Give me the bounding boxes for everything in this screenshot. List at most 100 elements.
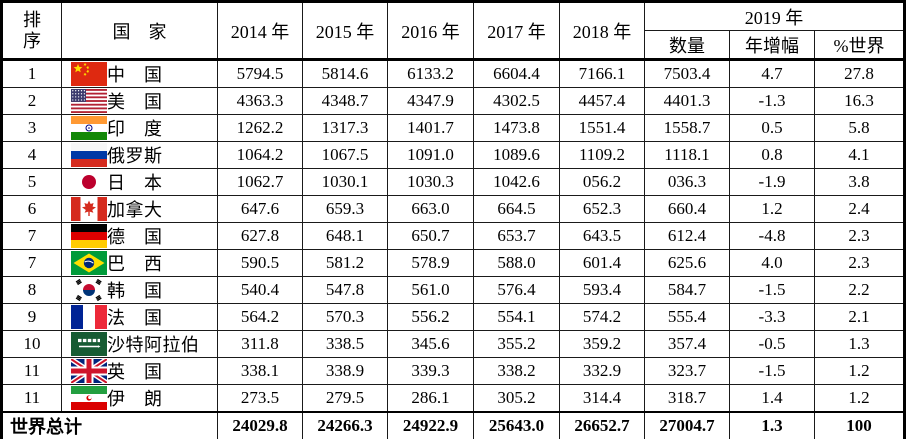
value-cell: 5794.5: [217, 59, 303, 88]
country-name: 韩 国: [107, 281, 163, 301]
value-cell: 561.0: [387, 276, 474, 304]
value-cell: -3.3: [729, 303, 815, 331]
usa-flag-icon: [71, 89, 107, 113]
annual-growth-subheader: 年增幅: [729, 30, 815, 61]
value-cell: 339.3: [387, 357, 474, 385]
value-cell: 663.0: [387, 195, 474, 223]
country-name: 德 国: [107, 227, 163, 247]
value-cell: 627.8: [217, 222, 303, 250]
value-cell: 647.6: [217, 195, 303, 223]
value-cell: 6604.4: [473, 59, 560, 88]
china-flag-icon: [71, 62, 107, 86]
saudi-arabia-flag-icon: [71, 332, 107, 356]
value-cell: 653.7: [473, 222, 560, 250]
total-value-cell: 24266.3: [302, 411, 388, 439]
value-cell: 332.9: [559, 357, 645, 385]
value-cell: -1.9: [729, 168, 815, 196]
country-cell: 法 国: [61, 303, 218, 331]
country-cell: 韩 国: [61, 276, 218, 304]
value-cell: 6133.2: [387, 59, 474, 88]
value-cell: -1.5: [729, 276, 815, 304]
total-value-cell: 24029.8: [217, 411, 303, 439]
iran-flag-icon: [71, 386, 107, 410]
country-cell: 沙特阿拉伯: [61, 330, 218, 358]
world-total-label: 世界总计: [1, 411, 218, 439]
rank-cell: 6: [1, 195, 62, 223]
value-cell: 601.4: [559, 249, 645, 277]
table-row: 7 德 国 627.8 648.1 650.7 653.7 643.5 612.4 -4.8 2.…: [1, 222, 905, 250]
year-2015-header: 2015 年: [302, 1, 388, 61]
value-cell: 273.5: [217, 384, 303, 413]
year-2016-header: 2016 年: [387, 1, 474, 61]
table-row: 9 法 国 564.2 570.3 556.2 554.1 574.2 555.4 -3.3 2.…: [1, 303, 905, 331]
value-cell: 7166.1: [559, 59, 645, 88]
value-cell: 1042.6: [473, 168, 560, 196]
table-row: 1 中 国 5794.5 5814.6 6133.2 6604.4 7166.1 7503.4…: [1, 59, 905, 88]
value-cell: 1.2: [814, 357, 905, 385]
value-cell: 4363.3: [217, 87, 303, 115]
country-name: 日 本: [107, 173, 163, 193]
value-cell: 1317.3: [302, 114, 388, 142]
value-cell: 338.5: [302, 330, 388, 358]
country-header: 国 家: [61, 1, 218, 61]
value-cell: 2.1: [814, 303, 905, 331]
table-row: 11 英 国 338.1 338.9 339.3 338.2 332.9 323.7 -1.5 1…: [1, 357, 905, 385]
value-cell: 323.7: [644, 357, 730, 385]
value-cell: 305.2: [473, 384, 560, 413]
value-cell: 570.3: [302, 303, 388, 331]
rank-cell: 3: [1, 114, 62, 142]
value-cell: 1091.0: [387, 141, 474, 169]
value-cell: 2.4: [814, 195, 905, 223]
value-cell: 27.8: [814, 59, 905, 88]
value-cell: 4.7: [729, 59, 815, 88]
brazil-flag-icon: [71, 251, 107, 275]
value-cell: 4302.5: [473, 87, 560, 115]
value-cell: 554.1: [473, 303, 560, 331]
country-cell: 英 国: [61, 357, 218, 385]
year-2019-header: 2019 年: [644, 1, 905, 31]
value-cell: 593.4: [559, 276, 645, 304]
value-cell: 2.3: [814, 249, 905, 277]
country-name: 沙特阿拉伯: [107, 335, 200, 355]
value-cell: 16.3: [814, 87, 905, 115]
year-2014-header: 2014 年: [217, 1, 303, 61]
value-cell: 540.4: [217, 276, 303, 304]
france-flag-icon: [71, 305, 107, 329]
country-name: 巴 西: [107, 254, 163, 274]
year-2018-header: 2018 年: [559, 1, 645, 61]
country-cell: 印 度: [61, 114, 218, 142]
rank-cell: 2: [1, 87, 62, 115]
value-cell: -1.3: [729, 87, 815, 115]
table-row: 7 巴 西 590.5 581.2 578.9 588.0 601.4 625.6 4.0 2.3: [1, 249, 905, 277]
table-row: 6 加拿大 647.6 659.3 663.0 664.5 652.3 660.4 1.2 2.4: [1, 195, 905, 223]
value-cell: 3.8: [814, 168, 905, 196]
value-cell: -4.8: [729, 222, 815, 250]
value-cell: 660.4: [644, 195, 730, 223]
value-cell: 1.3: [814, 330, 905, 358]
value-cell: 355.2: [473, 330, 560, 358]
value-cell: 1473.8: [473, 114, 560, 142]
value-cell: 556.2: [387, 303, 474, 331]
table-row: 3 印 度 1262.2 1317.3 1401.7 1473.8 1551.4 1558.7…: [1, 114, 905, 142]
country-name: 伊 朗: [107, 389, 163, 409]
total-value-cell: 100: [814, 411, 905, 439]
value-cell: 584.7: [644, 276, 730, 304]
table-row: 11 伊 朗 273.5 279.5 286.1 305.2 314.4 318.7 1.4 1.…: [1, 384, 905, 413]
country-name: 俄罗斯: [107, 146, 163, 166]
value-cell: 056.2: [559, 168, 645, 196]
country-cell: 俄罗斯: [61, 141, 218, 169]
world-total-row: 世界总计 24029.8 24266.3 24922.9 25643.0 266…: [1, 411, 905, 439]
total-value-cell: 27004.7: [644, 411, 730, 439]
south-korea-flag-icon: [71, 278, 107, 302]
value-cell: 652.3: [559, 195, 645, 223]
total-value-cell: 25643.0: [473, 411, 560, 439]
rank-cell: 4: [1, 141, 62, 169]
value-cell: 338.2: [473, 357, 560, 385]
table-row: 2 美 国 4363.3 4348.7 4347.9 4302.5 4457.4 4401.3…: [1, 87, 905, 115]
value-cell: 318.7: [644, 384, 730, 413]
uk-flag-icon: [71, 359, 107, 383]
value-cell: 4.1: [814, 141, 905, 169]
rank-cell: 10: [1, 330, 62, 358]
value-cell: 1401.7: [387, 114, 474, 142]
value-cell: 4348.7: [302, 87, 388, 115]
